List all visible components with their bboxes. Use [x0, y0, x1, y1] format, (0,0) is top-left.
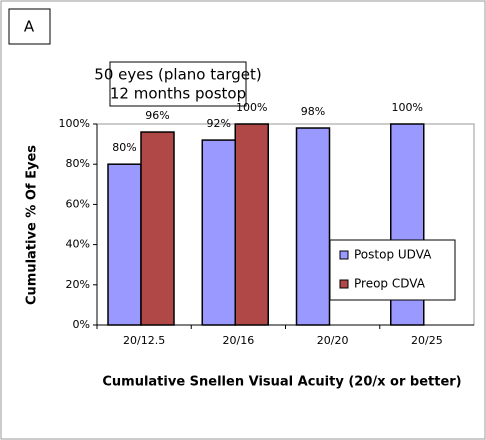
- legend-swatch: [339, 250, 349, 260]
- value-label: 80%: [112, 141, 136, 154]
- value-label: 98%: [301, 105, 325, 118]
- y-tick-label: 80%: [66, 157, 90, 170]
- x-tick-label: 20/12.5: [123, 334, 165, 347]
- value-label: 96%: [145, 109, 169, 122]
- bar: [234, 123, 269, 326]
- y-tick-label: 60%: [66, 197, 90, 210]
- bar: [107, 163, 142, 326]
- value-label: 100%: [392, 101, 423, 114]
- value-label: 92%: [207, 117, 231, 130]
- y-axis-title: Cumulative % Of Eyes: [25, 145, 40, 305]
- bar: [295, 127, 331, 326]
- annotation-box: [109, 61, 247, 107]
- y-tick-label: 0%: [73, 318, 90, 331]
- x-tick-label: 20/25: [411, 334, 443, 347]
- bar: [201, 139, 236, 326]
- x-tick-label: 20/16: [223, 334, 255, 347]
- bar: [140, 131, 175, 326]
- legend-swatch: [339, 279, 349, 289]
- y-tick-label: 40%: [66, 238, 90, 251]
- x-axis-title: Cumulative Snellen Visual Acuity (20/x o…: [102, 375, 461, 390]
- annotation: 12 months postop: [110, 85, 246, 103]
- panel-label: A: [24, 18, 35, 36]
- legend-label: Preop CDVA: [354, 277, 426, 291]
- y-tick-label: 100%: [59, 117, 90, 130]
- value-label: 100%: [236, 101, 267, 114]
- annotation: 50 eyes (plano target): [94, 66, 261, 84]
- y-tick-label: 20%: [66, 278, 90, 291]
- legend-box: [329, 239, 456, 301]
- legend-label: Postop UDVA: [354, 248, 432, 262]
- panel-box: [8, 8, 51, 45]
- x-tick-label: 20/20: [317, 334, 349, 347]
